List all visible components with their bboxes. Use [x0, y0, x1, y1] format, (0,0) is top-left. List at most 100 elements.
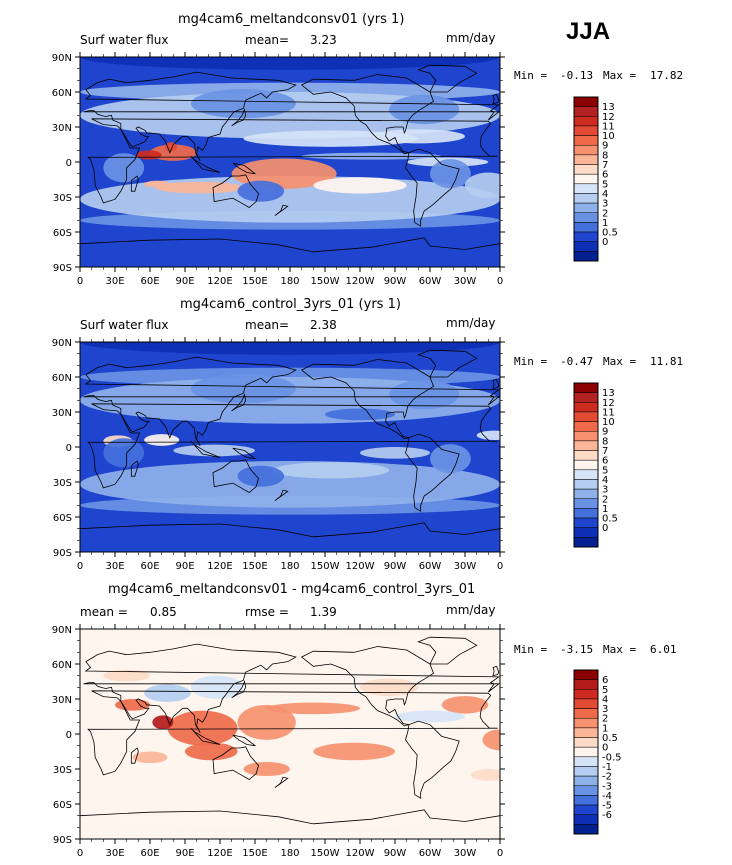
x-tick-label: 0: [77, 561, 83, 572]
x-tick-label: 30E: [105, 276, 124, 287]
x-tick-label: 150E: [242, 276, 267, 287]
colorbar-level-label: -1: [602, 762, 612, 773]
colorbar-swatch: [573, 402, 599, 413]
panel-3-min-label: Min =: [514, 643, 548, 656]
field-region: [243, 762, 290, 776]
field-region: [430, 159, 471, 189]
colorbar-swatch: [573, 193, 599, 204]
coastline-antarctica: [80, 237, 500, 267]
x-tick-label: 60W: [419, 848, 442, 859]
coastline-new-zealand: [274, 776, 289, 788]
field-region: [173, 444, 255, 457]
field-region: [389, 379, 460, 410]
colorbar-level-label: 1: [602, 218, 608, 229]
field-region: [80, 461, 500, 508]
field-region: [237, 180, 285, 202]
colorbar-level-label: 2: [602, 208, 608, 219]
y-tick-label: 90S: [53, 548, 72, 559]
colorbar-swatch: [573, 775, 599, 787]
colorbar-swatch: [573, 498, 599, 509]
panel-1-max-value: 17.82: [650, 69, 684, 82]
field-region: [190, 89, 296, 119]
panel-2-mean-value: 2.38: [310, 318, 337, 332]
coastline-eurasia: [83, 71, 500, 162]
colorbar-swatch: [573, 824, 599, 835]
colorbar-level-label: 3: [602, 485, 608, 496]
x-tick-label: 90W: [384, 848, 407, 859]
x-tick-label: 60W: [419, 561, 442, 572]
x-tick-label: 0: [77, 276, 83, 287]
colorbar-swatch: [573, 125, 599, 136]
y-tick-label: 30N: [52, 123, 72, 134]
colorbar-level-label: 5: [602, 465, 608, 476]
colorbar-level-label: 10: [602, 131, 615, 142]
coastline-madagascar: [130, 747, 139, 764]
coastline-new-guinea: [232, 447, 257, 460]
field-region: [190, 675, 244, 699]
colorbar-swatch: [573, 804, 599, 815]
colorbar-level-label: 9: [602, 427, 608, 438]
coastline-africa: [87, 403, 498, 489]
y-tick-label: 30N: [52, 408, 72, 419]
field-region: [144, 180, 170, 188]
coastline-greenland: [417, 636, 478, 665]
coastline-madagascar: [130, 460, 139, 477]
panel-3-rmse-label: rmse =: [245, 605, 289, 619]
colorbar-swatch: [573, 241, 599, 252]
field-region: [80, 634, 500, 659]
colorbar-level-label: 0.5: [602, 228, 618, 239]
x-tick-label: 0: [497, 561, 503, 572]
colorbar-level-label: 12: [602, 398, 615, 409]
y-tick-label: 60N: [52, 373, 72, 384]
field-region: [430, 444, 471, 474]
panel-2-variable-label: Surf water flux: [80, 318, 169, 332]
x-tick-label: 180: [280, 561, 299, 572]
colorbar-swatch: [573, 430, 599, 442]
panel-3-min-value: -3.15: [560, 643, 594, 656]
colorbar-swatch: [573, 517, 599, 528]
colorbar-level-label: 7: [602, 160, 608, 171]
x-tick-label: 180: [280, 276, 299, 287]
field-region: [272, 462, 390, 479]
colorbar-swatch: [573, 231, 599, 242]
coastline-indonesia: [190, 440, 221, 458]
colorbar-level-label: 4: [602, 189, 608, 200]
coastline-indonesia: [190, 155, 221, 173]
field-region: [103, 669, 150, 682]
field-region: [80, 814, 500, 829]
colorbar-level-label: 6: [602, 675, 608, 686]
field-region: [152, 715, 174, 730]
colorbar-swatch: [573, 814, 599, 825]
colorbar-swatch: [573, 737, 599, 748]
colorbar-swatch: [573, 459, 599, 471]
x-tick-label: 60E: [140, 561, 159, 572]
colorbar-level-label: -0.5: [602, 752, 622, 763]
x-tick-label: 30W: [454, 276, 477, 287]
season-label: JJA: [566, 18, 611, 45]
x-tick-label: 120E: [207, 276, 232, 287]
colorbar-swatch: [573, 469, 599, 480]
coastline-africa: [87, 118, 498, 204]
x-tick-label: 90W: [384, 276, 407, 287]
field-region: [465, 172, 500, 199]
colorbar-level-label: 7: [602, 446, 608, 457]
coastline-eurasia: [83, 356, 500, 447]
x-tick-label: 180: [280, 848, 299, 859]
x-tick-label: 30W: [454, 561, 477, 572]
coastlines: [80, 636, 500, 839]
colorbar-level-label: 4: [602, 475, 608, 486]
colorbar-swatch: [573, 116, 599, 127]
panel-1-mean-value: 3.23: [310, 33, 337, 47]
colorbar-swatch: [573, 154, 599, 165]
y-tick-label: 90N: [52, 53, 72, 64]
colorbar-level-label: -4: [602, 791, 612, 802]
coastline-antarctica: [80, 809, 500, 839]
field-region: [237, 704, 296, 740]
coastline-new-zealand: [274, 489, 289, 501]
colorbar-swatch: [573, 392, 599, 403]
field-region: [389, 94, 460, 125]
panel-2-max-value: 11.81: [650, 355, 684, 368]
colorbar-swatch: [573, 440, 599, 451]
x-tick-label: 30E: [105, 848, 124, 859]
